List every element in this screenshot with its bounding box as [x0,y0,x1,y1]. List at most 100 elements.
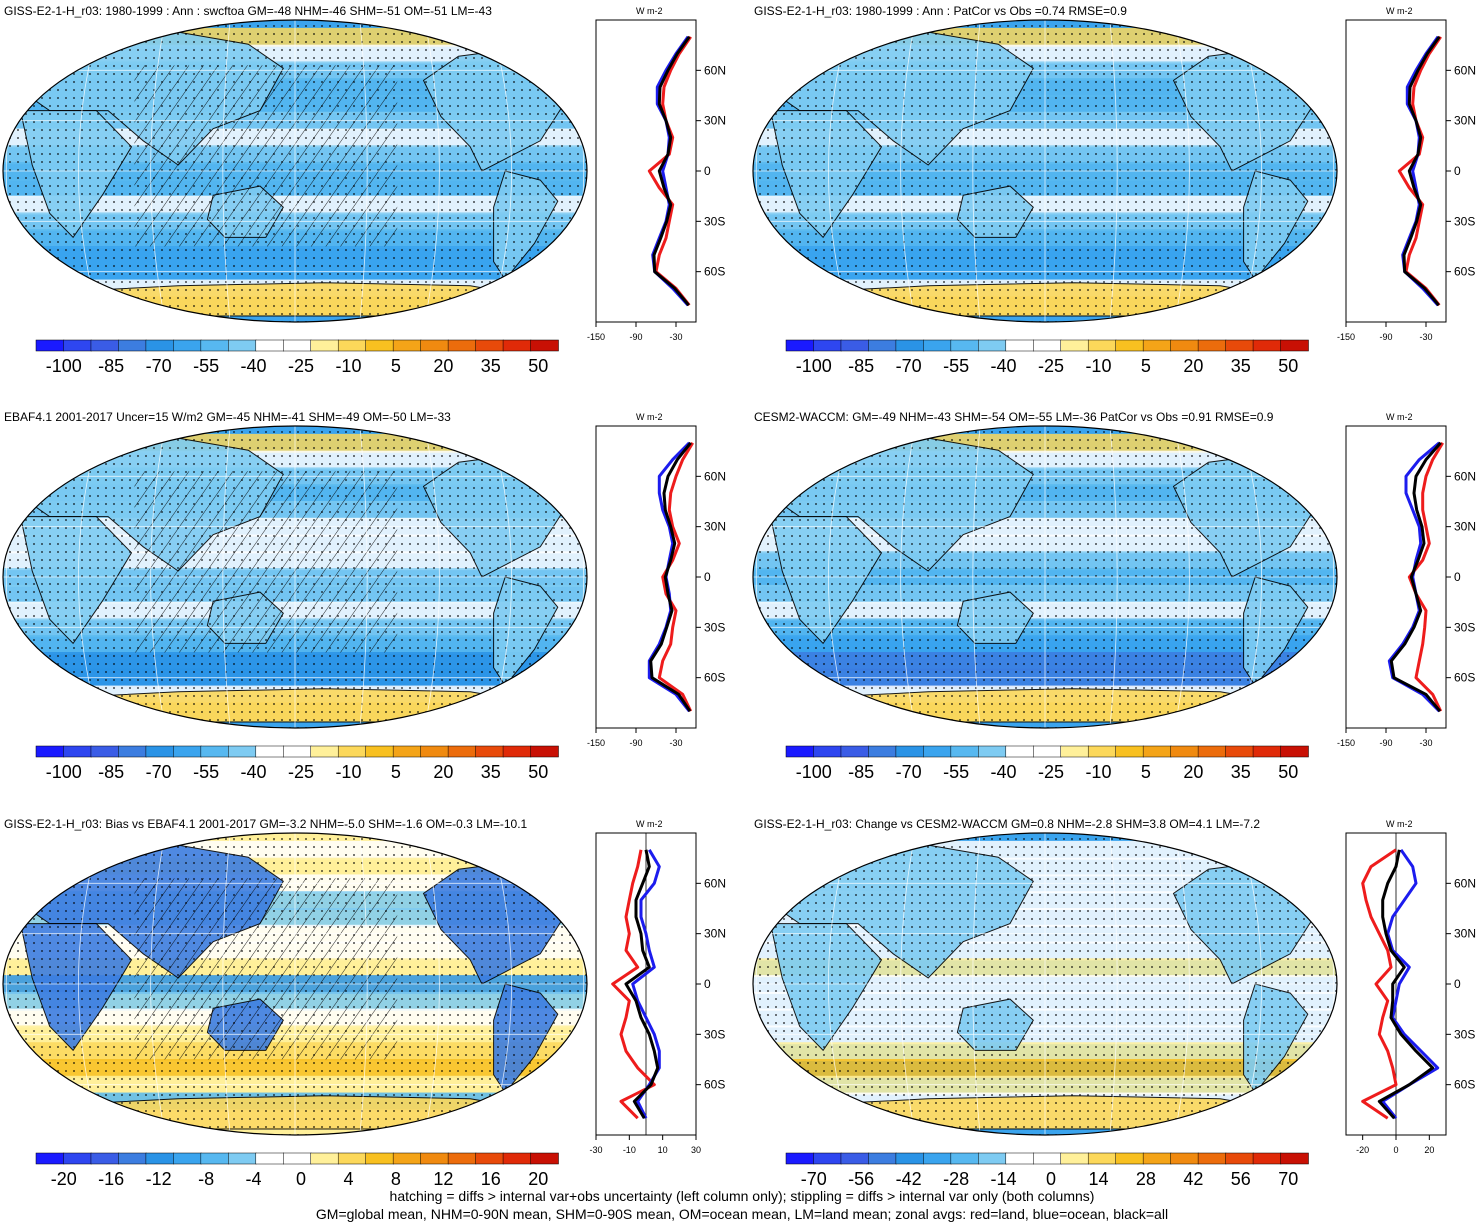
zonal-xtick-label: -90 [1379,738,1392,748]
colorbar-tick-label: 20 [433,762,453,782]
zonal-line-land [1361,848,1398,1120]
footer-line-2: GM=global mean, NHM=0-90N mean, SHM=0-90… [315,1206,1169,1222]
zonal-lat-label: 30N [704,520,726,534]
colorbar-swatch [923,1152,952,1165]
chart-panel-5: -20 -16 -12 -8 -4 0 4 8 12 16 20 W m-2 -30 -10 10 30 60N… [0,813,742,1219]
colorbar-swatch [1060,339,1089,352]
colorbar-swatch [63,339,92,352]
panel-graphics: -100 -85 -70 -55 -40 -25 -10 5 20 35 50 W m-2 -150 -9… [752,412,1476,782]
zonal-lat-label: 30N [1454,520,1476,534]
colorbar-swatch [1225,745,1254,758]
continent-greenland [1266,28,1320,63]
zonal-lat-label: 60N [704,63,726,77]
colorbar-tick-label: -70 [896,356,922,376]
colorbar-swatch [1142,1152,1172,1165]
colorbar-swatch [502,1152,532,1165]
colorbar-swatch [1115,1152,1144,1165]
zonal-line-land [1407,442,1444,712]
colorbar-tick-label: 5 [391,762,401,782]
map-field [3,20,587,322]
colorbar-swatch [840,1152,870,1165]
colorbar-swatch [1197,745,1227,758]
colorbar-tick-label: 20 [433,356,453,376]
colorbar-swatch [950,339,980,352]
panel-graphics: -100 -85 -70 -55 -40 -25 -10 5 20 35 50 W m-2 -150 -9… [752,6,1476,376]
colorbar-tick-label: -85 [848,356,874,376]
colorbar-tick-label: 5 [1141,356,1151,376]
colorbar-tick-label: 5 [391,356,401,376]
zonal-lat-label: 30N [1454,927,1476,941]
colorbar-tick-label: -55 [193,762,219,782]
colorbar-tick-label: -40 [991,356,1017,376]
map-outline [752,425,1338,729]
zonal-xtick-label: -30 [669,332,682,342]
panel-title: GISS-E2-1-H_r03: 1980-1999 : Ann : swcft… [4,4,492,18]
colorbar-tick-label: 35 [481,762,501,782]
colorbar-swatch [228,1152,257,1165]
colorbar-tick-label: -85 [848,762,874,782]
colorbar-tick-label: 35 [1231,762,1251,782]
map-hatching [134,471,398,653]
colorbar-swatch [145,339,175,352]
colorbar-swatch [145,1152,175,1165]
colorbar-tick-label: -8 [198,1169,214,1189]
colorbar-swatch [1115,339,1144,352]
zonal-unit-label: W m-2 [636,819,663,829]
zonal-line-all [652,35,691,307]
colorbar-swatch [1005,745,1035,758]
zonal-line-land [611,849,656,1120]
colorbar-swatch [530,745,559,758]
colorbar-swatch [447,1152,477,1165]
zonal-xtick-label: -90 [629,332,642,342]
colorbar-tick-label: 20 [1183,762,1203,782]
zonal-lat-label: 30S [1454,1027,1475,1041]
colorbar-tick-label: -100 [46,762,82,782]
colorbar-tick-label: 50 [528,356,548,376]
colorbar-tick-label: -42 [896,1169,922,1189]
zonal-lat-label: 30S [1454,214,1475,228]
colorbar-tick-label: -16 [98,1169,124,1189]
colorbar-swatch [392,1152,422,1165]
zonal-lat-label: 60S [704,1078,725,1092]
colorbar-swatch [200,339,230,352]
colorbar-tick-label: -10 [1085,762,1111,782]
colorbar-swatch [785,745,815,758]
continent-greenland [1266,434,1320,469]
colorbar-tick-label: 20 [1183,356,1203,376]
colorbar-tick-label: -56 [848,1169,874,1189]
colorbar-swatch [337,745,367,758]
colorbar-swatch [530,339,559,352]
panel-title: CESM2-WACCM: GM=-49 NHM=-43 SHM=-54 OM=-… [754,410,1274,424]
colorbar-swatch [785,1152,815,1165]
zonal-line-land [657,442,694,712]
colorbar-swatch [447,745,477,758]
chart-panel-2: -100 -85 -70 -55 -40 -25 -10 5 20 35 50 W m-2 -150 -9… [750,0,1484,406]
colorbar-swatch [1197,339,1227,352]
footer-line-1: hatching = diffs > internal var+obs unce… [389,1188,1095,1204]
colorbar-swatch [35,745,65,758]
colorbar-tick-label: -25 [288,356,314,376]
zonal-line-all [1377,849,1435,1120]
zonal-lat-label: 60N [1454,469,1476,483]
colorbar-swatch [868,745,897,758]
panel-graphics: -70 -56 -42 -28 -14 0 14 28 42 56 70 W m-2 -20 0 20 60N… [752,819,1476,1189]
colorbar-swatch [1280,339,1309,352]
colorbar-swatch [90,1152,120,1165]
zonal-xtick-label: -150 [587,332,605,342]
zonal-line-all [1402,35,1441,307]
colorbar-tick-label: -10 [1085,356,1111,376]
zonal-lat-label: 60N [1454,876,1476,890]
zonal-xtick-label: -30 [589,1145,602,1155]
zonal-axes [595,19,697,323]
zonal-xtick-label: -150 [1337,738,1355,748]
zonal-lat-label: 0 [704,977,711,991]
colorbar-swatch [813,339,842,352]
zonal-xtick-label: -90 [1379,332,1392,342]
colorbar-swatch [63,745,92,758]
colorbar-swatch [118,1152,147,1165]
colorbar-swatch [1170,1152,1199,1165]
zonal-xtick-label: -10 [623,1145,636,1155]
zonal-xtick-label: -150 [587,738,605,748]
colorbar-tick-label: -100 [46,356,82,376]
colorbar-tick-label: -100 [796,356,832,376]
